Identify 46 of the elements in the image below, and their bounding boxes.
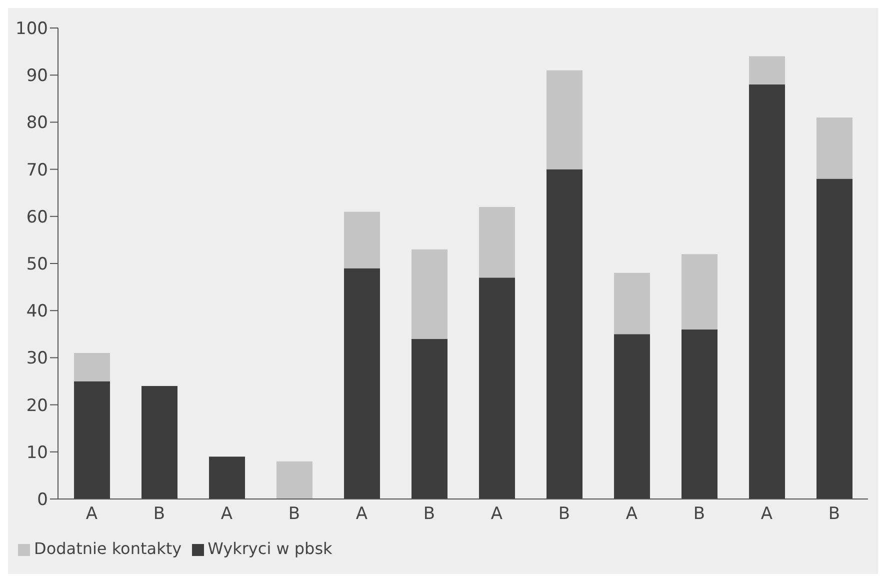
y-tick-label: 70	[26, 160, 48, 180]
bar	[682, 329, 718, 499]
y-tick-label: 40	[26, 302, 48, 322]
x-tick-label: B	[153, 504, 166, 524]
bar	[546, 169, 582, 499]
x-tick-label: A	[356, 504, 368, 524]
x-tick-label: A	[220, 504, 233, 524]
bar	[816, 117, 852, 179]
x-tick-label: A	[490, 504, 503, 524]
legend-label: Dodatnie kontakty	[34, 539, 182, 558]
y-tick-label: 90	[26, 66, 48, 86]
bar	[614, 272, 650, 334]
y-tick-label: 80	[26, 113, 48, 134]
bar	[344, 212, 380, 268]
y-tick-label: 10	[26, 442, 48, 463]
bar	[614, 334, 650, 499]
bar	[749, 56, 785, 85]
x-tick-label: B	[558, 504, 570, 524]
bar	[142, 386, 178, 499]
bar	[479, 278, 515, 499]
bar	[209, 456, 245, 499]
bar	[412, 249, 448, 339]
x-tick-label: A	[626, 504, 638, 524]
bar	[749, 84, 785, 499]
y-tick-label: 0	[37, 490, 48, 510]
bar	[546, 70, 582, 170]
x-tick-label: B	[693, 504, 706, 524]
x-tick-label: B	[288, 504, 300, 524]
y-tick-label: 20	[26, 396, 48, 416]
bar	[276, 461, 312, 499]
x-tick-label: B	[828, 504, 840, 524]
y-tick-label: 50	[26, 254, 48, 275]
bar	[412, 338, 448, 499]
y-tick-label: 100	[16, 19, 48, 40]
y-tick-label: 30	[26, 348, 48, 369]
x-tick-label: A	[86, 504, 98, 524]
bar	[479, 206, 515, 278]
legend-label: Wykryci w pbsk	[208, 539, 332, 558]
bar	[816, 178, 852, 499]
x-tick-label: B	[423, 504, 436, 524]
bar	[344, 268, 380, 499]
bar	[682, 254, 718, 330]
bar	[74, 381, 110, 499]
bar	[74, 352, 110, 382]
y-tick-label: 60	[26, 207, 48, 228]
x-tick-label: A	[760, 504, 773, 524]
